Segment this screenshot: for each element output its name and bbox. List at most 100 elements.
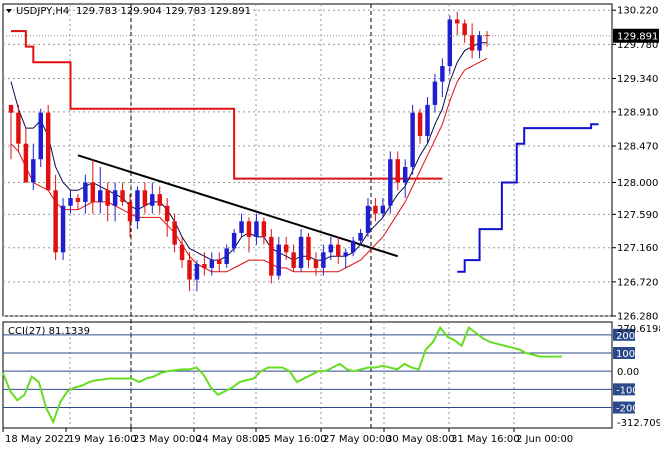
candle-body [231,232,237,249]
candle-body [68,198,73,206]
time-label: 18 May 2022 [5,434,70,445]
ma-slow-line [10,57,488,273]
candle-body [60,205,66,253]
price-label: 128.470 [617,142,658,153]
price-label: 127.590 [617,210,658,221]
cci-axis-bottom: -312.7092 [617,418,660,429]
candle-body [254,221,259,237]
candle-body [8,104,14,113]
candle-body [365,205,371,233]
candle-body [283,244,289,253]
candle-body [388,159,393,206]
candle-body [350,240,356,253]
cci-level-label: -100 [616,385,639,396]
candle-body [112,190,118,206]
cci-level-badge [613,401,635,414]
candle-body [23,143,29,183]
stop-line-red [11,30,443,180]
time-label: 31 May 16:00 [451,434,520,445]
candle-body [224,248,229,264]
time-label: 27 May 00:00 [323,434,392,445]
candle-body [150,194,155,206]
candle-body [31,159,36,183]
candle-body [469,35,475,51]
candle-body [358,232,363,241]
symbol-label: USDJPY,H4 [16,6,69,17]
current-price-label: 129.891 [617,32,658,43]
main-frame [2,3,613,317]
time-label: 25 May 16:00 [258,434,327,445]
cci-axis-top: 270.6198 [617,324,660,335]
candle-body [90,182,96,202]
candle-body [164,205,170,222]
ohlc-label: 129.783 129.904 129.783 129.891 [76,6,251,17]
time-label: 19 May 16:00 [68,434,137,445]
candle-body [336,244,341,257]
cci-level-label: 200 [616,331,635,342]
stop-line-blue [457,123,599,273]
candle-body [477,35,482,51]
candle-body [462,23,467,36]
price-label: 129.780 [617,40,658,51]
cci-level-label: 0.00 [617,367,639,378]
cci-level-badge [613,347,635,360]
candle-body [306,236,311,261]
candle-body [447,19,453,67]
candle-body [194,264,200,280]
candle-body [291,252,296,268]
candle-body [417,112,423,136]
cci-level-label: -200 [616,404,639,415]
candle-body [83,182,88,202]
candle-body [217,260,222,264]
candle-body [276,244,281,276]
cci-level-label: 100 [616,349,635,360]
candle-body [179,244,185,261]
candle-body [127,201,133,222]
candle-body [209,260,215,268]
price-label: 128.000 [617,178,658,189]
candle-body [45,112,51,191]
candle-body [187,260,192,280]
candle-body [269,236,274,276]
candle-body [343,252,348,257]
candle-body [373,205,378,214]
candle-body [246,221,252,237]
candle-body [135,190,140,222]
time-label: 2 Jun 00:00 [516,434,573,445]
price-label: 130.220 [617,6,658,17]
candle-body [120,190,125,202]
candle-body [313,260,319,268]
candle-body [328,244,334,253]
cci-level-badge [613,383,635,396]
price-label: 127.160 [617,243,658,254]
candle-body [321,252,326,268]
time-label: 24 May 08:00 [196,434,265,445]
candle-body [440,66,445,82]
time-label: 30 May 08:00 [386,434,455,445]
candle-body [380,205,386,214]
cci-level-badge [613,328,635,341]
candle-body [239,221,244,233]
cci-label: CCI(27) 81.1339 [8,326,90,337]
price-label: 126.720 [617,277,658,288]
candle-body [298,236,304,268]
candle-body [53,190,58,253]
candle-body [410,112,415,167]
dropdown-triangle-icon [6,9,12,13]
indicator-frame [2,321,613,429]
price-label: 129.340 [617,74,658,85]
candle-body [395,159,400,183]
candle-body [261,221,267,237]
cci-line [2,325,563,425]
candle-body [75,198,81,202]
time-label: 23 May 00:00 [133,434,202,445]
candle-body [425,104,430,136]
trendline [77,154,399,258]
candle-body [38,112,43,160]
price-label: 126.280 [617,312,658,323]
candle-body [105,190,110,206]
candle-body [157,194,162,206]
candle-body [202,264,207,268]
